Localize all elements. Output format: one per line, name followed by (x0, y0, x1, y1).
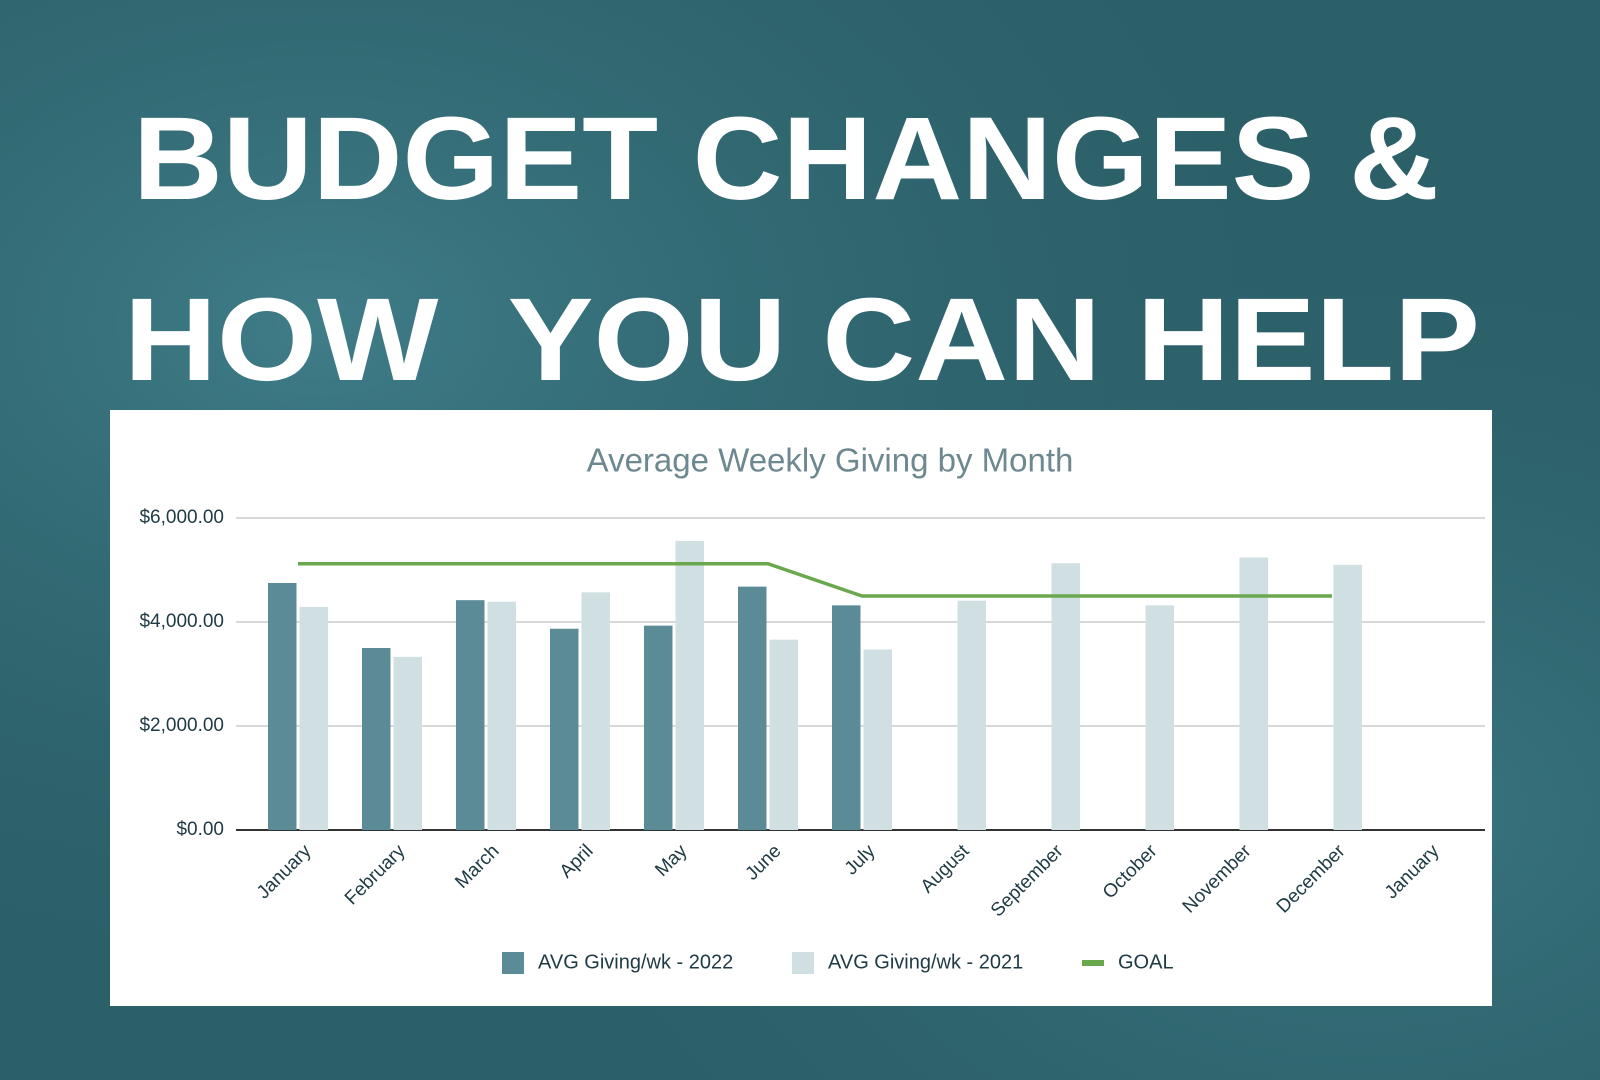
bar (1239, 557, 1268, 830)
bar (487, 601, 516, 830)
bar (299, 606, 328, 830)
bar (1051, 563, 1080, 830)
bar (957, 600, 986, 830)
legend-swatch (502, 952, 524, 974)
y-tick-label: $6,000.00 (139, 507, 224, 528)
legend-swatch (1082, 960, 1104, 966)
bar (456, 600, 485, 830)
bar (863, 649, 892, 830)
bar (393, 656, 422, 830)
bar (581, 592, 610, 830)
headline: HOW YOU CAN HELP (124, 274, 1480, 406)
headline: BUDGET CHANGES & (133, 93, 1439, 225)
legend-swatch (792, 952, 814, 974)
bar (1333, 564, 1362, 830)
legend-label: AVG Giving/wk - 2022 (538, 951, 733, 973)
y-tick-label: $4,000.00 (139, 611, 224, 632)
bar (675, 540, 704, 830)
y-tick-label: $0.00 (176, 819, 224, 840)
bar (644, 625, 673, 830)
legend-label: GOAL (1118, 951, 1174, 973)
bar (1145, 605, 1174, 830)
bar (832, 605, 861, 830)
legend-label: AVG Giving/wk - 2021 (828, 951, 1023, 973)
bar (550, 628, 579, 830)
bar (362, 648, 391, 830)
goal-line (298, 562, 1332, 598)
bar (268, 583, 297, 830)
y-tick-label: $2,000.00 (139, 715, 224, 736)
chart-title: Average Weekly Giving by Month (587, 442, 1074, 479)
bar (769, 639, 798, 830)
bar (738, 586, 767, 830)
